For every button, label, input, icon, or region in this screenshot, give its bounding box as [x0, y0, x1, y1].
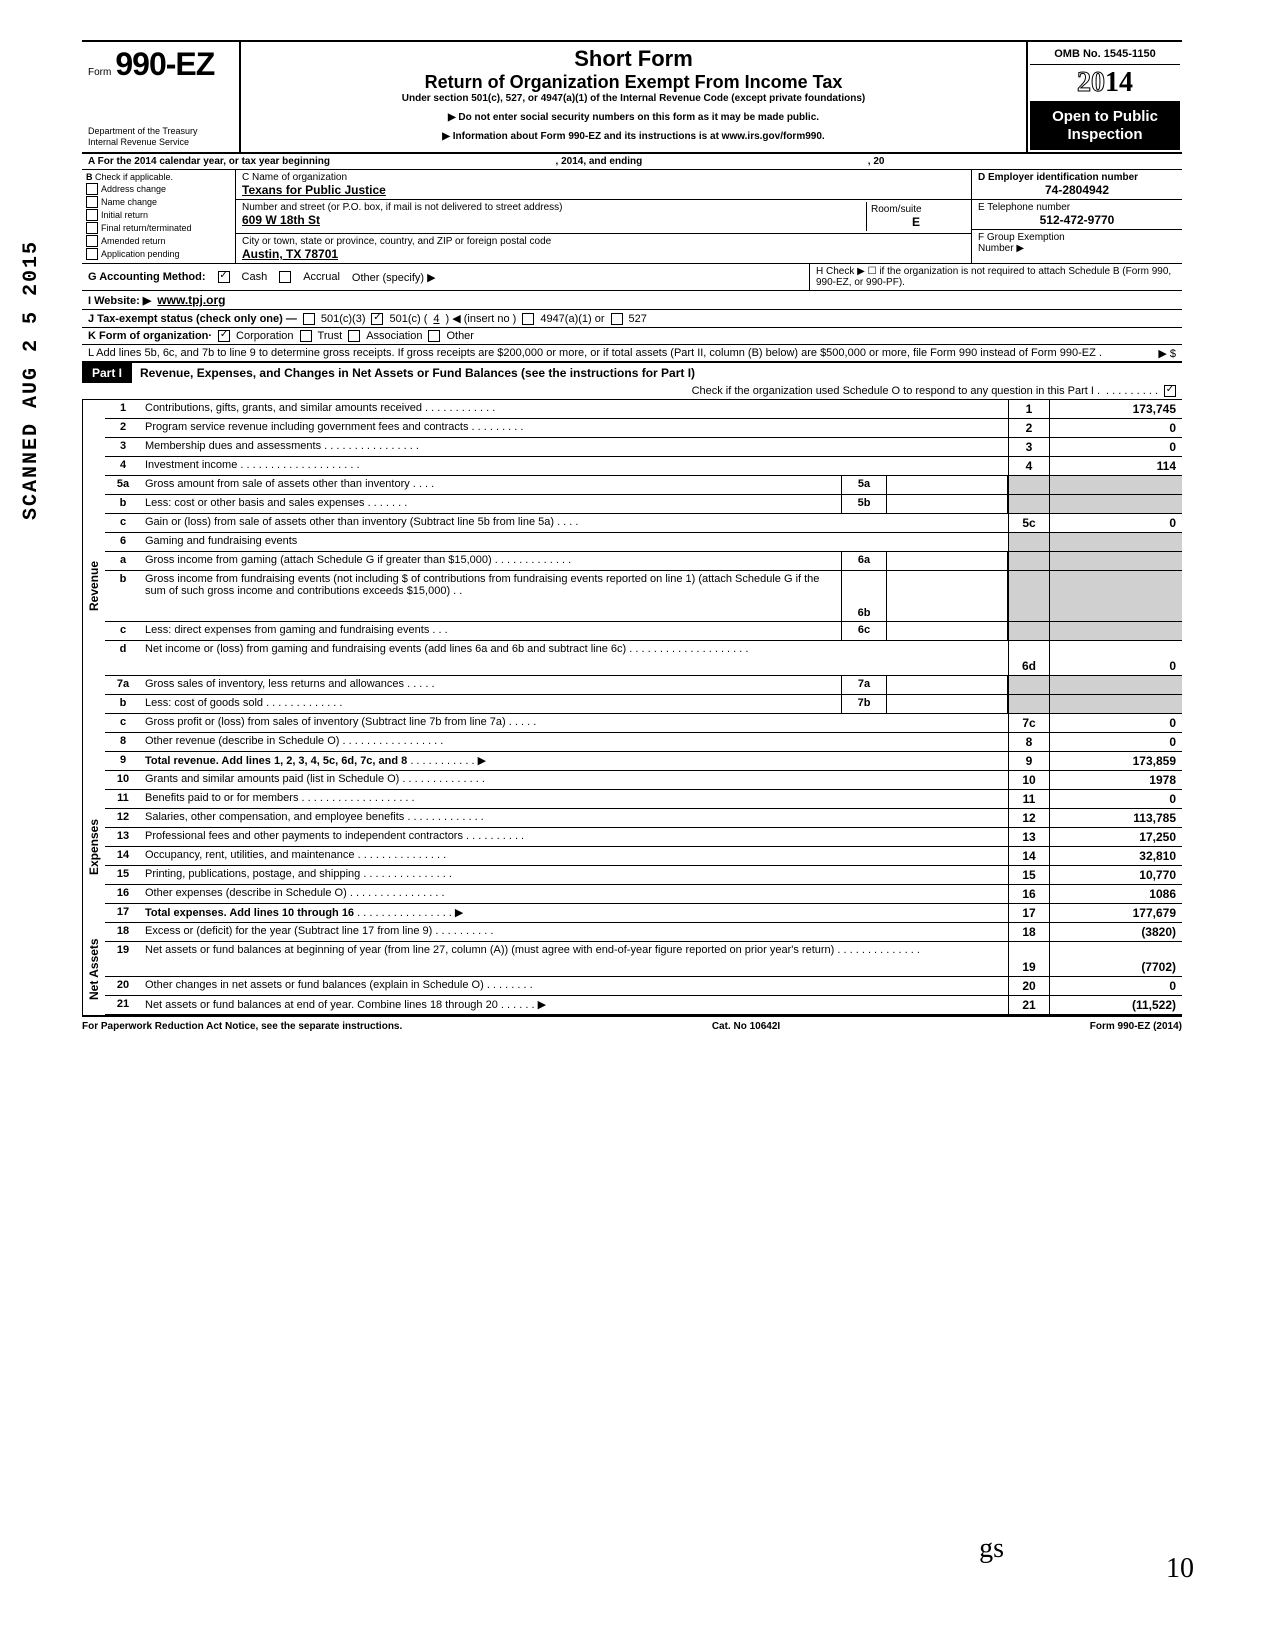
scanned-stamp: SCANNED AUG 2 5 2015 [20, 240, 43, 520]
expenses-section: Expenses 10Grants and similar amounts pa… [82, 771, 1182, 923]
info-grid: B Check if applicable. Address change Na… [82, 170, 1182, 264]
val-6d: 0 [1049, 641, 1182, 675]
revenue-section: Revenue 1Contributions, gifts, grants, a… [82, 400, 1182, 771]
under-section: Under section 501(c), 527, or 4947(a)(1)… [251, 93, 1016, 104]
footer-left: For Paperwork Reduction Act Notice, see … [82, 1021, 402, 1032]
chk-501c3[interactable] [303, 313, 315, 325]
room-label: Room/suite [871, 204, 961, 215]
501c-number: 4 [433, 313, 439, 325]
chk-trust[interactable] [300, 330, 312, 342]
city-value: Austin, TX 78701 [242, 247, 965, 261]
chk-association[interactable] [348, 330, 360, 342]
chk-501c[interactable] [371, 313, 383, 325]
website-value: www.tpj.org [157, 293, 225, 307]
omb-number: OMB No. 1545-1150 [1030, 44, 1180, 65]
side-expenses: Expenses [82, 771, 105, 923]
val-18: (3820) [1049, 923, 1182, 941]
val-1: 173,745 [1049, 400, 1182, 418]
val-16: 1086 [1049, 885, 1182, 903]
page-number-scribble: 10 [1166, 1553, 1194, 1585]
section-k-label: K Form of organization· [88, 330, 212, 342]
part-1-header: Part I Revenue, Expenses, and Changes in… [82, 363, 1182, 383]
side-revenue: Revenue [82, 400, 105, 771]
dept-treasury: Department of the Treasury [88, 126, 198, 137]
chk-address-change[interactable] [86, 183, 98, 195]
section-h-text: H Check ▶ ☐ if the organization is not r… [816, 266, 1176, 288]
info-line: ▶ Information about Form 990-EZ and its … [251, 131, 1016, 142]
val-14: 32,810 [1049, 847, 1182, 865]
part-1-check-line: Check if the organization used Schedule … [692, 385, 1100, 397]
chk-accrual[interactable] [279, 271, 291, 283]
org-name: Texans for Public Justice [242, 183, 965, 197]
ssn-warning: ▶ Do not enter social security numbers o… [251, 112, 1016, 123]
initials-scribble: gs [979, 1533, 1004, 1565]
open-to-public: Open to Public Inspection [1030, 102, 1180, 150]
section-j-label: J Tax-exempt status (check only one) — [88, 313, 297, 325]
chk-other-org[interactable] [428, 330, 440, 342]
val-4: 114 [1049, 457, 1182, 475]
street-label: Number and street (or P.O. box, if mail … [242, 202, 866, 213]
val-11: 0 [1049, 790, 1182, 808]
website-label: I Website: ▶ [88, 294, 151, 307]
chk-application-pending[interactable] [86, 248, 98, 260]
ein-label: D Employer identification number [978, 172, 1176, 183]
city-label: City or town, state or province, country… [242, 236, 965, 247]
phone-label: E Telephone number [978, 202, 1176, 213]
return-title: Return of Organization Exempt From Incom… [251, 72, 1016, 93]
form-container: Form 990-EZ Department of the Treasury I… [82, 40, 1182, 1036]
section-l-text: L Add lines 5b, 6c, and 7b to line 9 to … [88, 347, 1102, 359]
short-form-title: Short Form [251, 46, 1016, 72]
val-7c: 0 [1049, 714, 1182, 732]
footer-right: Form 990-EZ (2014) [1090, 1021, 1182, 1032]
chk-name-change[interactable] [86, 196, 98, 208]
val-19: (7702) [1049, 942, 1182, 976]
chk-cash[interactable] [218, 271, 230, 283]
section-c: C Name of organization Texans for Public… [236, 170, 972, 263]
group-exemption-number: Number ▶ [978, 243, 1176, 254]
val-9: 173,859 [1049, 752, 1182, 770]
header-row: Form 990-EZ Department of the Treasury I… [82, 40, 1182, 154]
chk-527[interactable] [611, 313, 623, 325]
form-label: Form [88, 67, 111, 78]
section-g-label: G Accounting Method: [88, 271, 206, 283]
val-21: (11,522) [1049, 996, 1182, 1014]
header-mid: Short Form Return of Organization Exempt… [241, 42, 1028, 152]
chk-amended-return[interactable] [86, 235, 98, 247]
chk-corporation[interactable] [218, 330, 230, 342]
chk-initial-return[interactable] [86, 209, 98, 221]
part-1-title: Revenue, Expenses, and Changes in Net As… [140, 366, 695, 380]
form-number: 990-EZ [115, 46, 214, 83]
right-info-col: D Employer identification number 74-2804… [972, 170, 1182, 263]
val-12: 113,785 [1049, 809, 1182, 827]
group-exemption-label: F Group Exemption [978, 232, 1176, 243]
val-5c: 0 [1049, 514, 1182, 532]
irs-label: Internal Revenue Service [88, 137, 198, 148]
val-10: 1978 [1049, 771, 1182, 789]
chk-schedule-o[interactable] [1164, 385, 1176, 397]
net-assets-section: Net Assets 18Excess or (deficit) for the… [82, 923, 1182, 1017]
ein-value: 74-2804942 [978, 183, 1176, 197]
section-b: B Check if applicable. Address change Na… [82, 170, 236, 263]
header-left: Form 990-EZ Department of the Treasury I… [82, 42, 241, 152]
val-3: 0 [1049, 438, 1182, 456]
val-2: 0 [1049, 419, 1182, 437]
part-1-label: Part I [82, 363, 132, 383]
side-net-assets: Net Assets [82, 923, 105, 1015]
header-right: OMB No. 1545-1150 2014 Open to Public In… [1028, 42, 1182, 152]
name-label: C Name of organization [242, 172, 965, 183]
val-17: 177,679 [1049, 904, 1182, 922]
chk-4947a1[interactable] [522, 313, 534, 325]
chk-final-return[interactable] [86, 222, 98, 234]
phone-value: 512-472-9770 [978, 213, 1176, 227]
val-20: 0 [1049, 977, 1182, 995]
room-value: E [871, 215, 961, 229]
footer-mid: Cat. No 10642I [712, 1021, 780, 1032]
val-13: 17,250 [1049, 828, 1182, 846]
val-8: 0 [1049, 733, 1182, 751]
line-a: A For the 2014 calendar year, or tax yea… [82, 154, 1182, 170]
tax-year: 2014 [1030, 65, 1180, 102]
footer: For Paperwork Reduction Act Notice, see … [82, 1017, 1182, 1036]
val-15: 10,770 [1049, 866, 1182, 884]
street-address: 609 W 18th St [242, 213, 866, 227]
